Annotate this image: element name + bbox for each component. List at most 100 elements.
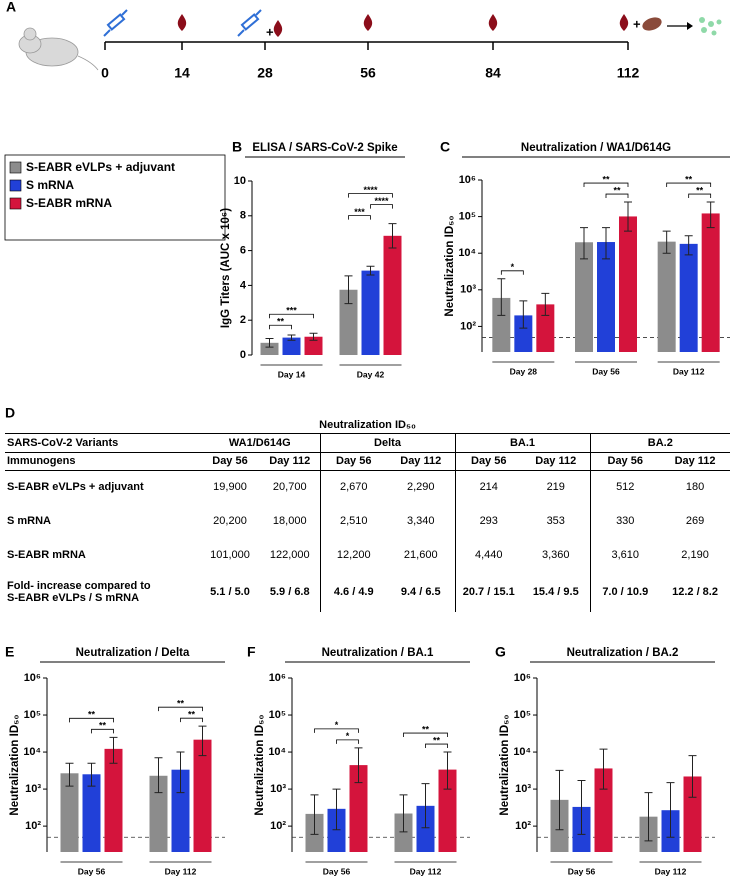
table-cell: 20,700 [272, 481, 307, 494]
y-tick-label: 10⁴ [458, 247, 476, 259]
table-cell: Day 112 [660, 452, 731, 471]
bar [383, 235, 402, 355]
table-cell: BA.1 [454, 433, 590, 453]
panel-letter: C [440, 139, 450, 155]
error-bar [109, 736, 118, 764]
significance-bracket [583, 182, 629, 188]
error-bar [65, 762, 74, 787]
table-cell: BA.2 [589, 433, 731, 453]
table-cell: Day 112 [387, 452, 455, 471]
significance-label: ** [422, 724, 430, 734]
bar [304, 336, 323, 355]
bar [416, 805, 435, 852]
table-row: S-EABR eVLPs + adjuvant 19,900 20,700 2,670… [5, 470, 730, 504]
table-cell: 19,900 [213, 481, 247, 494]
bar [339, 289, 358, 355]
legend-label: S-EABR eVLPs + adjuvant [26, 160, 175, 174]
error-bar [602, 227, 610, 260]
table-cell: Day 56 [319, 452, 387, 471]
bar [619, 216, 637, 352]
legend-label: S mRNA [26, 178, 74, 192]
table-row: Neutralization ID₅₀ [5, 418, 731, 434]
significance-bracket [158, 706, 203, 712]
y-tick-label: 10⁶ [459, 174, 476, 186]
table-cell: 2,290 [406, 481, 435, 494]
timepoint-label: 28 [257, 65, 273, 81]
legend-swatch [9, 197, 22, 210]
significance-bracket [425, 743, 448, 749]
error-bar [421, 783, 430, 829]
arrow [667, 22, 693, 30]
panel-letter: D [5, 405, 15, 421]
significance-label: **** [363, 185, 378, 195]
error-bar [599, 748, 608, 790]
y-axis-label: IgG Titers (AUC x 10⁶) [220, 208, 232, 328]
bar [657, 241, 676, 352]
y-tick-label: 10² [25, 820, 41, 832]
y-tick-label: 4 [240, 279, 247, 291]
bar [575, 242, 593, 352]
error-bar [388, 223, 397, 249]
table-cell: 20.7 / 15.1 [454, 572, 522, 612]
error-bar [684, 235, 693, 256]
error-bar [519, 300, 528, 329]
y-axis-label: Neutralization ID₅₀ [254, 714, 266, 815]
bar [597, 242, 615, 352]
panel-letter: A [6, 0, 16, 15]
error-bar [706, 201, 715, 229]
table-row: S-EABR mRNA 101,000 122,000 12,200 21,600 4,4… [5, 538, 730, 572]
significance-bracket [348, 215, 371, 220]
y-axis-label: Neutralization ID₅₀ [9, 714, 21, 815]
y-tick-label: 0 [240, 349, 246, 361]
table-cell: Day 56 [200, 452, 260, 471]
panel-letter: B [232, 139, 242, 155]
table-row: S mRNA 20,200 18,000 2,510 3,340 293 353 330 269 [5, 504, 730, 538]
y-tick-label: 10³ [270, 783, 286, 795]
y-tick-label: 10² [515, 820, 531, 832]
significance-label: * [335, 720, 339, 730]
error-bar [666, 782, 675, 838]
table-cell: WA1/D614G [200, 433, 320, 453]
significance-label: **** [374, 196, 389, 206]
timepoint-label: 112 [617, 65, 640, 81]
significance-bracket [348, 193, 393, 198]
error-bar [366, 265, 375, 276]
y-tick-label: 10² [270, 820, 286, 832]
error-bar [497, 278, 506, 316]
table-cell: Delta [319, 433, 455, 453]
y-tick-label: 10⁶ [24, 672, 41, 684]
table-cell: 2,510 [319, 504, 387, 538]
chart-title: ELISA / SARS-CoV-2 Spike [252, 142, 397, 154]
error-bar [309, 332, 318, 341]
table-cell: 122,000 [269, 549, 310, 561]
table-cell: 9.4 / 6.5 [400, 586, 441, 598]
bar [60, 773, 79, 852]
table-cell: 3,610 [589, 538, 660, 572]
table-cell: 219 [546, 481, 565, 494]
table-cell: 20,200 [213, 515, 247, 527]
error-bar [287, 334, 296, 341]
y-tick-label: 10⁵ [269, 709, 286, 721]
y-axis-label: Neutralization ID₅₀ [444, 215, 456, 316]
error-bar [265, 337, 274, 348]
x-category-label: Day 112 [410, 866, 442, 876]
y-tick-label: 6 [240, 245, 246, 257]
y-tick-label: 10³ [25, 783, 41, 795]
significance-bracket [69, 717, 114, 723]
y-tick-label: 2 [240, 314, 246, 326]
table-cell: 2,190 [681, 549, 709, 561]
bar [104, 748, 123, 852]
legend-swatch [9, 161, 22, 174]
y-tick-label: 10⁴ [513, 746, 531, 758]
table-cell: S mRNA [7, 515, 52, 527]
y-tick-label: 8 [240, 210, 246, 222]
table-cell: Fold- increase compared to S-EABR eVLPs … [7, 580, 151, 604]
error-bar [332, 788, 341, 831]
x-category-label: Day 112 [673, 366, 705, 376]
significance-label: *** [354, 207, 365, 217]
cells-icon [699, 17, 722, 36]
x-category-label: Day 28 [510, 366, 538, 376]
bar [438, 769, 457, 852]
